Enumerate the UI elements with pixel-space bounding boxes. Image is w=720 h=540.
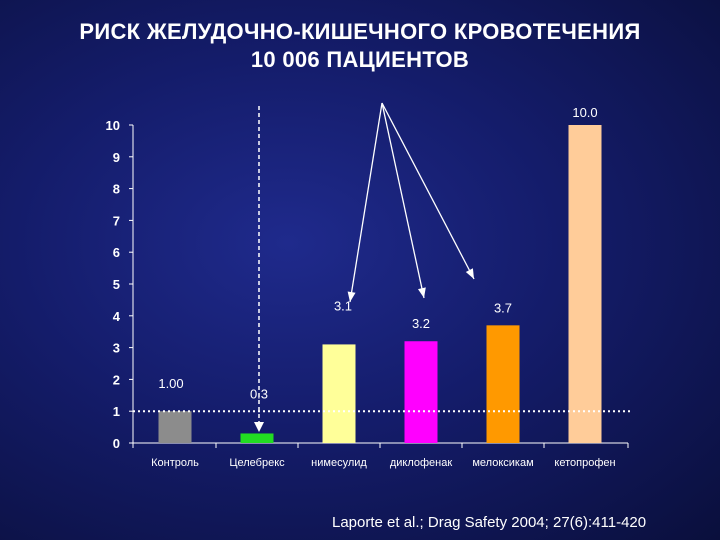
category-label: Целебрекс: [229, 457, 285, 469]
annotation-arrowhead: [465, 268, 474, 279]
y-tick-label: 3: [113, 341, 120, 356]
annotation-arrow-line: [381, 102, 425, 299]
annotation-arrowhead: [347, 291, 356, 302]
y-tick-label: 1: [113, 404, 120, 419]
bar: [568, 125, 602, 443]
y-tick-label: 4: [113, 309, 121, 324]
y-tick-label: 2: [113, 372, 120, 387]
category-label: Контроль: [151, 457, 199, 469]
bar: [158, 411, 192, 443]
annotation-arrow-line: [349, 102, 383, 303]
y-tick-label: 8: [113, 182, 120, 197]
data-label: 3.2: [412, 316, 430, 331]
data-label: 3.7: [494, 300, 512, 315]
bar: [404, 341, 438, 443]
data-label: 1.00: [158, 376, 183, 391]
y-tick-label: 10: [106, 118, 120, 133]
y-tick-label: 0: [113, 436, 120, 451]
bar: [322, 344, 356, 443]
y-tick-label: 5: [113, 277, 120, 292]
annotation-arrowhead: [417, 287, 426, 298]
bar: [486, 325, 520, 443]
y-tick-label: 9: [113, 150, 120, 165]
separator-arrowhead: [254, 422, 264, 432]
slide-title-line2: 10 006 ПАЦИЕНТОВ: [250, 47, 470, 72]
slide-title-line1: РИСК ЖЕЛУДОЧНО-КИШЕЧНОГО КРОВОТЕЧЕНИЯ: [79, 19, 641, 44]
citation: Laporte et al.; Drag Safety 2004; 27(6):…: [332, 514, 647, 531]
data-label: 3.1: [334, 298, 352, 313]
category-label: нимесулид: [311, 457, 367, 469]
y-tick-label: 6: [113, 245, 120, 260]
category-label: кетопрофен: [554, 457, 615, 469]
category-label: мелоксикам: [472, 457, 533, 469]
category-label: диклофенак: [390, 457, 453, 469]
slide-title: РИСК ЖЕЛУДОЧНО-КИШЕЧНОГО КРОВОТЕЧЕНИЯ 10…: [0, 18, 720, 74]
bar: [240, 433, 274, 443]
annotation-arrow-line: [381, 102, 475, 280]
data-label: 10.0: [572, 105, 597, 120]
y-tick-label: 7: [113, 213, 120, 228]
